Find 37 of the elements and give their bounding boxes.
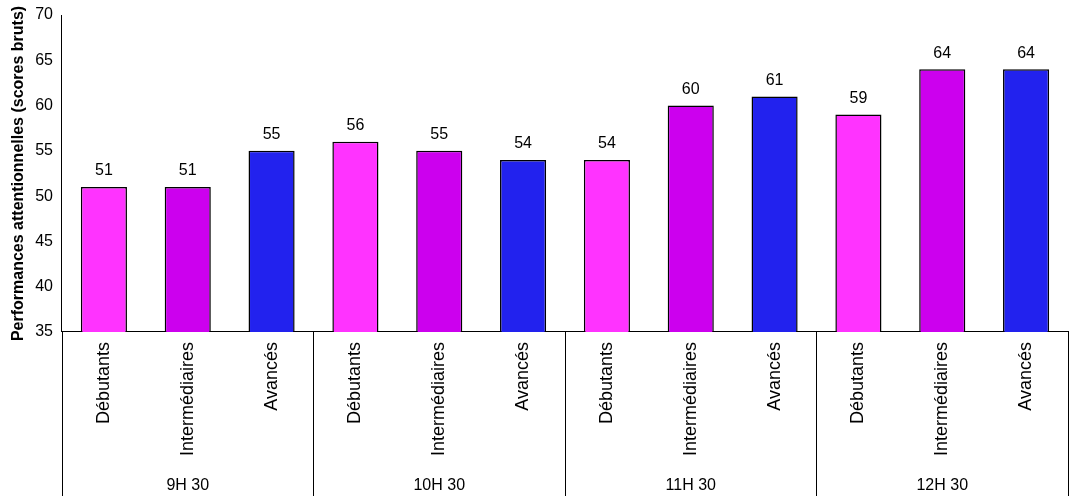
data-label: 51	[95, 161, 113, 179]
data-label: 64	[1017, 43, 1036, 61]
text: 11H 30	[665, 476, 717, 494]
data-label: 61	[765, 70, 784, 88]
x-tick-label: Débutants	[344, 341, 365, 425]
x-tick-label: Avancés	[260, 341, 281, 411]
data-label: 56	[346, 116, 365, 134]
data-label: 51	[178, 161, 197, 179]
x-tick-label: Avancés	[1015, 341, 1036, 411]
x-tick-label: Débutants	[847, 341, 868, 425]
y-axis-title: Performances attentionnelles (scores bruts)	[9, 5, 27, 342]
y-tick-label: 55	[35, 141, 54, 159]
data-label: 54	[598, 134, 616, 152]
x-tick-label: Avancés	[512, 341, 533, 411]
x-tick-label: Débutants	[595, 341, 616, 425]
data-label: 54	[514, 134, 533, 152]
x-tick-label: Intermédiaires	[679, 341, 700, 456]
x-tick-label: Intermédiaires	[176, 341, 197, 456]
y-tick-label: 60	[35, 95, 54, 113]
text: 9H 30	[166, 476, 210, 494]
data-label: 59	[849, 89, 868, 107]
data-label: 64	[933, 43, 952, 61]
data-label: 60	[681, 79, 700, 97]
text: 10H 30	[413, 476, 466, 494]
data-label: 55	[262, 125, 281, 143]
y-tick-label: 65	[35, 50, 54, 68]
y-tick-label: 50	[35, 186, 54, 204]
y-tick-label: 40	[35, 277, 54, 295]
x-tick-label: Intermédiaires	[931, 341, 952, 456]
y-tick-label: 45	[35, 231, 54, 249]
x-tick-label: Débutants	[92, 341, 113, 425]
y-tick-label: 70	[35, 5, 54, 23]
y-tick-label: 35	[35, 322, 54, 340]
data-label: 55	[430, 125, 449, 143]
x-tick-label: Intermédiaires	[428, 341, 449, 456]
text: 12H 30	[916, 476, 969, 494]
x-tick-label: Avancés	[763, 341, 784, 411]
